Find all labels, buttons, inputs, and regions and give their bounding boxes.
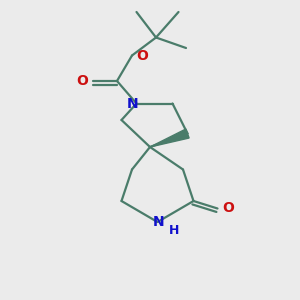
- Text: O: O: [76, 74, 88, 88]
- Polygon shape: [150, 129, 189, 147]
- Text: N: N: [153, 215, 165, 229]
- Text: H: H: [169, 224, 179, 237]
- Text: O: O: [222, 202, 234, 215]
- Text: N: N: [127, 97, 139, 110]
- Text: O: O: [136, 49, 148, 62]
